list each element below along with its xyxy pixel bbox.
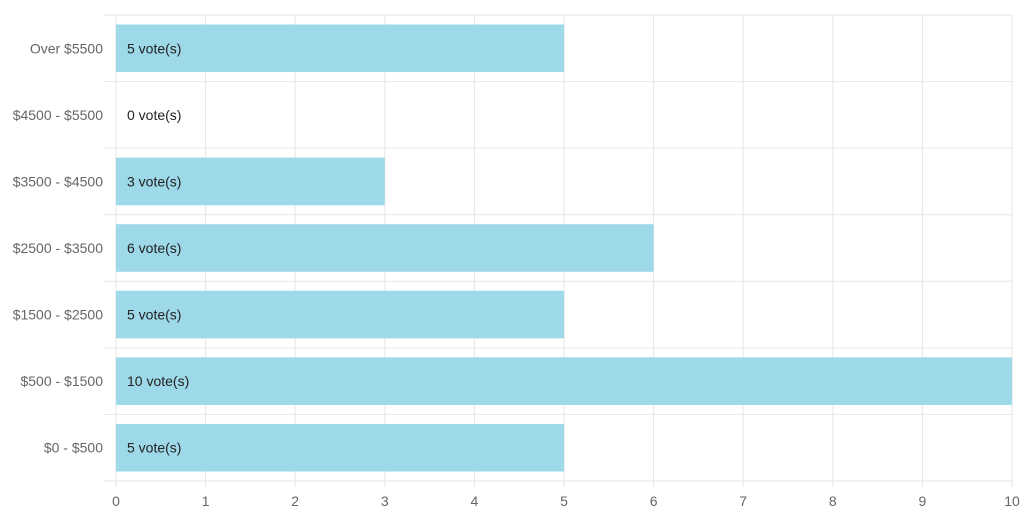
x-tick-label: 4 [471,493,479,509]
bar-value-label: 3 vote(s) [127,173,181,189]
category-label: $1500 - $2500 [13,307,104,323]
data-labels: 5 vote(s) 0 vote(s) 3 vote(s) 6 vote(s) 5 vo… [127,40,189,455]
category-label: $0 - $500 [44,440,103,456]
x-tick-label: 8 [829,493,837,509]
bar-value-label: 5 vote(s) [127,40,181,56]
x-tick-label: 7 [739,493,747,509]
grid-lines [104,14,1013,487]
category-label: Over $5500 [30,40,103,56]
bar-value-label: 0 vote(s) [127,107,181,123]
x-tick-label: 6 [650,493,658,509]
bar [116,157,385,206]
x-tick-label: 5 [560,493,568,509]
x-tick-label: 10 [1004,493,1020,509]
bar [116,24,564,73]
bar-value-label: 5 vote(s) [127,307,181,323]
x-tick-label: 1 [202,493,210,509]
x-tick-label: 2 [291,493,299,509]
bar-value-label: 6 vote(s) [127,240,181,256]
bar [116,357,1012,405]
x-tick-label: 9 [919,493,927,509]
x-tick-label: 0 [112,493,120,509]
bar [116,423,564,472]
category-axis: Over $5500 $4500 - $5500 $3500 - $4500 $250… [13,40,104,455]
x-tick-label: 3 [381,493,389,509]
bars [116,24,1012,472]
value-axis: 0 1 2 3 4 5 6 7 8 9 10 [112,493,1020,509]
category-label: $3500 - $4500 [13,173,104,189]
bar-value-label: 5 vote(s) [127,440,181,456]
bar-value-label: 10 vote(s) [127,373,189,389]
category-label: $2500 - $3500 [13,240,104,256]
category-label: $4500 - $5500 [13,107,104,123]
category-label: $500 - $1500 [20,373,103,389]
bar [116,290,564,339]
bar [116,224,654,272]
